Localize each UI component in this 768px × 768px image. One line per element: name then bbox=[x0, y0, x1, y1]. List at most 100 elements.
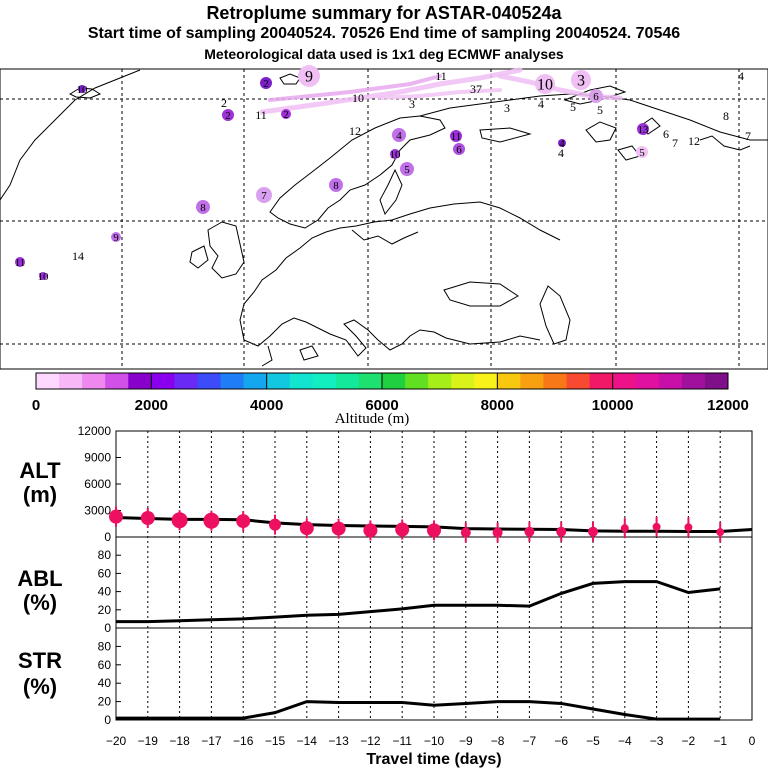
map-label: 10 bbox=[38, 271, 50, 283]
map-label: 9 bbox=[305, 69, 313, 86]
map-label: 2 bbox=[221, 96, 227, 110]
y-tick-label: 3000 bbox=[84, 504, 111, 518]
colorbar-cell bbox=[704, 373, 729, 389]
abl-series bbox=[116, 580, 721, 624]
colorbar-cell bbox=[382, 373, 406, 389]
map-label: 4 bbox=[396, 130, 402, 142]
map-label: 2 bbox=[225, 110, 231, 122]
map-label: 6 bbox=[663, 127, 669, 141]
map-label: 4 bbox=[558, 146, 564, 160]
map-label: 3 bbox=[409, 97, 415, 111]
x-tick-label: −17 bbox=[201, 734, 222, 748]
x-tick-label: −2 bbox=[682, 734, 696, 748]
colorbar-cell bbox=[474, 373, 498, 389]
x-tick-label: −20 bbox=[106, 734, 127, 748]
alt-points bbox=[109, 506, 725, 543]
x-tick-label: −4 bbox=[618, 734, 632, 748]
map-label: 14 bbox=[72, 249, 84, 263]
colorbar-cell bbox=[82, 373, 106, 389]
map-label: 7 bbox=[672, 136, 678, 150]
panel-gridlines bbox=[147, 431, 721, 720]
colorbar-cell bbox=[589, 373, 614, 389]
map-marker bbox=[450, 130, 462, 142]
sampling-times: Start time of sampling 20040524. 70526 E… bbox=[87, 25, 681, 42]
x-tick-label: −8 bbox=[491, 734, 505, 748]
colorbar-cell bbox=[566, 373, 591, 389]
x-axis-label: Travel time (days) bbox=[366, 751, 501, 768]
map-label: 9 bbox=[113, 232, 119, 244]
map-label: 8 bbox=[723, 109, 729, 123]
colorbar-cell bbox=[220, 373, 245, 389]
map-label: 4 bbox=[538, 97, 544, 111]
colorbar-tick-label: 4000 bbox=[250, 397, 283, 414]
map-marker bbox=[39, 272, 47, 280]
map-label: 10 bbox=[390, 149, 402, 161]
colorbar-cell bbox=[174, 373, 198, 389]
colorbar-cell bbox=[635, 373, 660, 389]
colorbar-cell bbox=[358, 373, 383, 389]
alt-unit: (m) bbox=[23, 482, 57, 507]
map-marker bbox=[78, 85, 86, 93]
y-tick-label: 12000 bbox=[78, 424, 112, 438]
map-label: 12 bbox=[688, 134, 700, 148]
map-label: 5 bbox=[597, 103, 603, 117]
map-label: 3 bbox=[504, 101, 510, 115]
map-marker bbox=[196, 200, 210, 214]
y-tick-label: 80 bbox=[98, 639, 112, 653]
colorbar-cell bbox=[312, 373, 337, 389]
map-marker bbox=[15, 257, 25, 267]
alt-label: ALT bbox=[19, 458, 61, 483]
map-label: 6 bbox=[593, 91, 599, 103]
x-tick-label: −11 bbox=[392, 734, 412, 748]
x-tick-label: 0 bbox=[749, 734, 756, 748]
colorbar-cell bbox=[428, 373, 452, 389]
y-tick-labels: 0 3000 6000 9000 12000 0 20 40 60 80 0 20 40 60 80 bbox=[78, 424, 121, 727]
x-tick-label: −10 bbox=[424, 734, 445, 748]
map-marker bbox=[589, 89, 603, 103]
map-label: 2 bbox=[263, 78, 269, 90]
colorbar-cell bbox=[197, 373, 222, 389]
map-marker bbox=[453, 143, 465, 155]
y-tick-label: 9000 bbox=[84, 451, 111, 465]
map-marker bbox=[390, 149, 400, 159]
colorbar-ticks: 0 2000 4000 6000 8000 10000 12000 bbox=[32, 373, 749, 414]
colorbar-cell bbox=[520, 373, 544, 389]
colorbar-cell bbox=[681, 373, 706, 389]
map-marker bbox=[256, 187, 272, 203]
y-tick-label: 40 bbox=[98, 585, 112, 599]
colorbar-cell bbox=[451, 373, 475, 389]
colorbar-cell bbox=[266, 373, 291, 389]
x-tick-label: −16 bbox=[233, 734, 254, 748]
colorbar: 0 2000 4000 6000 8000 10000 12000 Altitude (m) bbox=[32, 372, 749, 427]
map-marker bbox=[392, 128, 406, 142]
x-tick-label: −9 bbox=[459, 734, 473, 748]
map-label: 2 bbox=[283, 109, 289, 121]
map-marker bbox=[329, 178, 343, 192]
panels: ALT (m) ABL (%) STR (%) 0300060009000120… bbox=[17, 424, 755, 768]
colorbar-cell bbox=[151, 373, 175, 389]
colorbar-tick-label: 6000 bbox=[365, 397, 398, 414]
y-tick-label: 80 bbox=[98, 548, 112, 562]
colorbar-label: Altitude (m) bbox=[335, 411, 410, 427]
series-line bbox=[116, 580, 721, 624]
colorbar-cell bbox=[243, 373, 268, 389]
x-tick-labels: −20 −19 −18 −17 −16 −15 −14 −13 −12 −11 −10 −9 −8 −7−… bbox=[106, 734, 756, 748]
colorbar-cell bbox=[658, 373, 683, 389]
map-marker bbox=[298, 65, 320, 87]
x-tick-label: −14 bbox=[297, 734, 318, 748]
y-tick-label: 0 bbox=[104, 621, 111, 635]
map-label: 3 bbox=[577, 73, 585, 90]
y-tick-label: 60 bbox=[98, 658, 112, 672]
map-label: 11 bbox=[15, 257, 26, 269]
x-tick-label: −15 bbox=[265, 734, 286, 748]
map-marker bbox=[222, 109, 234, 121]
str-unit: (%) bbox=[23, 674, 57, 699]
map-label: 5 bbox=[639, 147, 645, 159]
colorbar-cell bbox=[128, 373, 152, 389]
map-label: 4 bbox=[559, 138, 565, 150]
str-label: STR bbox=[18, 648, 62, 673]
colorbar-cell bbox=[36, 373, 60, 389]
map-label: 5 bbox=[570, 100, 576, 114]
